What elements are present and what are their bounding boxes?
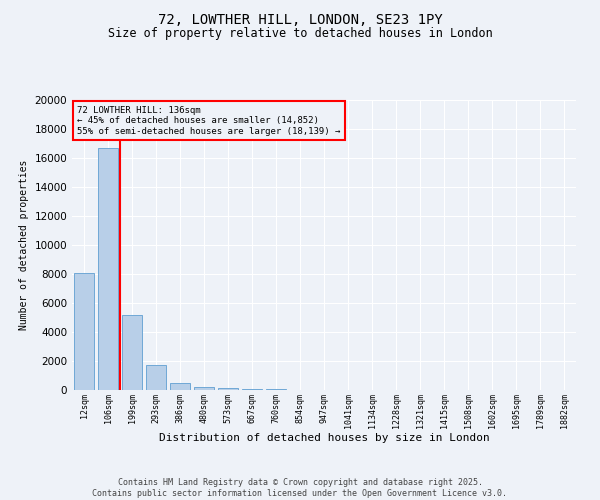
Text: 72, LOWTHER HILL, LONDON, SE23 1PY: 72, LOWTHER HILL, LONDON, SE23 1PY — [158, 12, 442, 26]
Bar — [74, 272, 94, 390]
Bar — [194, 387, 214, 390]
Text: 72 LOWTHER HILL: 136sqm
← 45% of detached houses are smaller (14,852)
55% of sem: 72 LOWTHER HILL: 136sqm ← 45% of detache… — [77, 106, 340, 136]
Bar — [98, 148, 118, 390]
Y-axis label: Number of detached properties: Number of detached properties — [19, 160, 29, 330]
Bar — [146, 364, 166, 390]
Bar — [170, 383, 190, 390]
Text: Contains HM Land Registry data © Crown copyright and database right 2025.
Contai: Contains HM Land Registry data © Crown c… — [92, 478, 508, 498]
Text: Size of property relative to detached houses in London: Size of property relative to detached ho… — [107, 28, 493, 40]
Bar — [242, 389, 262, 390]
X-axis label: Distribution of detached houses by size in London: Distribution of detached houses by size … — [158, 434, 490, 444]
Bar — [218, 388, 238, 390]
Bar — [122, 314, 142, 390]
